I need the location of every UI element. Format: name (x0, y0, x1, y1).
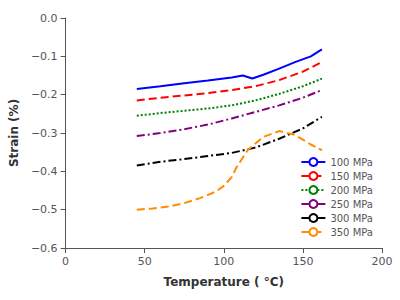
svg-text:200 MPa: 200 MPa (330, 185, 373, 196)
svg-text:−0.1: −0.1 (31, 50, 58, 63)
svg-text:−0.3: −0.3 (31, 127, 58, 140)
svg-text:350 MPa: 350 MPa (330, 227, 373, 238)
svg-text:300 MPa: 300 MPa (330, 213, 373, 224)
svg-text:0: 0 (62, 255, 69, 268)
svg-text:−0.2: −0.2 (31, 88, 58, 101)
svg-text:200: 200 (372, 255, 393, 268)
svg-text:100: 100 (213, 255, 234, 268)
svg-text:−0.6: −0.6 (31, 242, 58, 255)
svg-text:−0.5: −0.5 (31, 203, 58, 216)
svg-text:150: 150 (292, 255, 313, 268)
svg-text:150 MPa: 150 MPa (330, 171, 373, 182)
svg-text:−0.4: −0.4 (31, 165, 58, 178)
svg-text:Temperature ( °C): Temperature ( °C) (164, 275, 284, 289)
svg-text:Strain (%): Strain (%) (7, 99, 21, 167)
svg-text:50: 50 (138, 255, 152, 268)
svg-text:100 MPa: 100 MPa (330, 157, 373, 168)
svg-text:250 MPa: 250 MPa (330, 199, 373, 210)
svg-text:0.0: 0.0 (40, 12, 58, 25)
